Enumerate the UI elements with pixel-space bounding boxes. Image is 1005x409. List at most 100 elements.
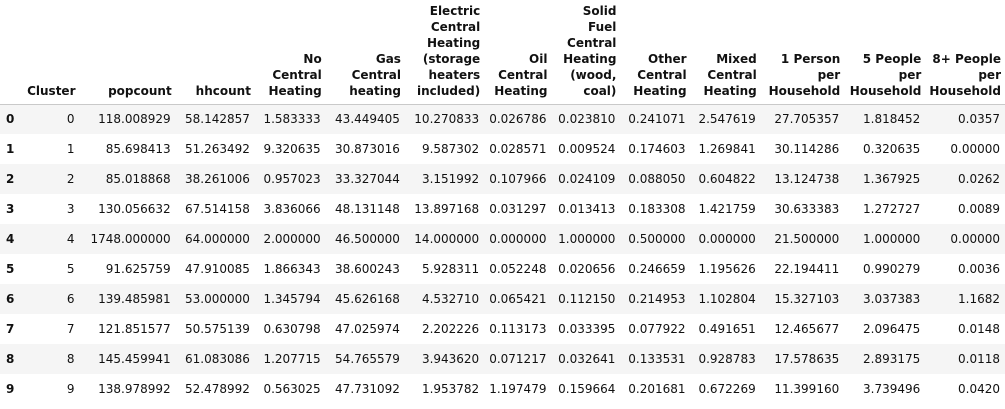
table-cell: 1.207715 bbox=[263, 352, 321, 366]
table-cell: 1.000000 bbox=[863, 232, 921, 246]
table-cell: 145.459941 bbox=[98, 352, 171, 366]
table-cell: 50.575139 bbox=[185, 322, 250, 336]
table-header: Cluster popcount hhcount No Central Heating… bbox=[0, 0, 1005, 104]
table-cell: 1.102804 bbox=[698, 292, 756, 306]
table-cell: 121.851577 bbox=[98, 322, 171, 336]
table-cell: 33.327044 bbox=[335, 172, 400, 186]
column-header: Solid Fuel Central Heating (wood, coal) bbox=[563, 3, 617, 98]
table-cell: 0.0357 bbox=[958, 112, 1000, 127]
table-cell: 139.485981 bbox=[98, 292, 171, 306]
table-cell: 0.065421 bbox=[489, 292, 547, 306]
table-cell: 38.261006 bbox=[185, 172, 250, 186]
table-cell: 1.818452 bbox=[863, 112, 921, 127]
table-cell: 2 bbox=[66, 172, 75, 186]
table-cell: 1.269841 bbox=[698, 142, 756, 156]
table-cell: 0.214953 bbox=[628, 292, 686, 306]
table-cell: 30.114286 bbox=[774, 142, 840, 156]
column-header: No Central Heating bbox=[268, 51, 322, 98]
row-index: 0 bbox=[6, 112, 15, 127]
row-index: 6 bbox=[6, 292, 15, 306]
column-header: 8+ People per Household bbox=[929, 51, 1001, 98]
table-cell: 1.197479 bbox=[489, 382, 547, 396]
table-cell: 0.0089 bbox=[958, 202, 1000, 216]
table-cell: 3.037383 bbox=[863, 292, 921, 306]
table-cell: 0.563025 bbox=[263, 382, 321, 396]
table-cell: 11.399160 bbox=[774, 382, 840, 396]
table-cell: 0.174603 bbox=[628, 142, 686, 156]
table-cell: 0.241071 bbox=[628, 112, 686, 127]
table-row: 2 2 85.018868 38.261006 0.957023 33.327044 3.1… bbox=[0, 164, 1005, 194]
table-cell: 1.000000 bbox=[558, 232, 616, 246]
table-cell: 67.514158 bbox=[185, 202, 250, 216]
table-cell: 1.421759 bbox=[698, 202, 756, 216]
table-cell: 27.705357 bbox=[774, 112, 840, 127]
table-row: 1 1 85.698413 51.263492 9.320635 30.873016 9.5… bbox=[0, 134, 1005, 164]
table-cell: 5.928311 bbox=[421, 262, 480, 276]
table-cell: 0.630798 bbox=[263, 322, 321, 336]
table-cell: 64.000000 bbox=[185, 232, 250, 246]
table-cell: 0.013413 bbox=[558, 202, 616, 216]
table-cell: 45.626168 bbox=[335, 292, 400, 306]
table-cell: 130.056632 bbox=[98, 202, 171, 216]
table-row: 3 3 130.056632 67.514158 3.836066 48.131148 13… bbox=[0, 194, 1005, 224]
table-cell: 0.028571 bbox=[489, 142, 547, 156]
table-cell: 0.113173 bbox=[489, 322, 547, 336]
table-cell: 3.739496 bbox=[863, 382, 921, 396]
column-header: Mixed Central Heating bbox=[703, 51, 757, 98]
table-cell: 9 bbox=[66, 382, 75, 396]
table-cell: 43.449405 bbox=[335, 112, 400, 127]
table-cell: 2.202226 bbox=[421, 322, 480, 336]
table-cell: 2.893175 bbox=[863, 352, 921, 366]
table-cell: 0.0420 bbox=[958, 382, 1000, 396]
table-cell: 85.698413 bbox=[105, 142, 171, 156]
table-cell: 0.0148 bbox=[958, 322, 1000, 336]
table-cell: 21.500000 bbox=[774, 232, 840, 246]
table-cell: 0.009524 bbox=[558, 142, 616, 156]
table-cell: 0.00000 bbox=[950, 232, 1000, 246]
table-cell: 8 bbox=[66, 352, 75, 366]
table-cell: 0.077922 bbox=[628, 322, 686, 336]
table-cell: 47.025974 bbox=[335, 322, 400, 336]
table-cell: 0.000000 bbox=[489, 232, 547, 246]
table-cell: 0.024109 bbox=[558, 172, 616, 186]
table-cell: 91.625759 bbox=[105, 262, 171, 276]
column-header: hhcount bbox=[195, 83, 251, 98]
table-cell: 9.587302 bbox=[421, 142, 480, 156]
table-cell: 0.183308 bbox=[628, 202, 686, 216]
row-index: 7 bbox=[6, 322, 15, 336]
table-cell: 13.124738 bbox=[774, 172, 840, 186]
table-row: 5 5 91.625759 47.910085 1.866343 38.600243 5.9… bbox=[0, 254, 1005, 284]
table-cell: 0.604822 bbox=[698, 172, 756, 186]
table-cell: 1.953782 bbox=[421, 382, 480, 396]
table-cell: 0.052248 bbox=[489, 262, 547, 276]
column-header: Oil Central Heating bbox=[494, 51, 548, 98]
table-cell: 51.263492 bbox=[185, 142, 250, 156]
table-cell: 0.032641 bbox=[558, 352, 616, 366]
table-cell: 0.088050 bbox=[628, 172, 686, 186]
row-index: 8 bbox=[6, 352, 15, 366]
table-cell: 52.478992 bbox=[185, 382, 250, 396]
header-row: Cluster popcount hhcount No Central Heating… bbox=[0, 0, 1005, 104]
table-cell: 46.500000 bbox=[335, 232, 400, 246]
table-cell: 0.000000 bbox=[698, 232, 756, 246]
table-cell: 1.272727 bbox=[863, 202, 921, 216]
table-cell: 0.672269 bbox=[698, 382, 756, 396]
table-cell: 1.345794 bbox=[263, 292, 321, 306]
table-cell: 2.000000 bbox=[263, 232, 321, 246]
table-cell: 0.246659 bbox=[628, 262, 686, 276]
table-cell: 7 bbox=[66, 322, 75, 336]
column-header: 5 People per Household bbox=[849, 51, 922, 98]
table-row: 6 6 139.485981 53.000000 1.345794 45.626168 4.… bbox=[0, 284, 1005, 314]
table-cell: 0.957023 bbox=[263, 172, 321, 186]
table-cell: 10.270833 bbox=[414, 112, 480, 127]
table-cell: 54.765579 bbox=[335, 352, 400, 366]
table-row: 4 4 1748.000000 64.000000 2.000000 46.500000 1… bbox=[0, 224, 1005, 254]
table-row: 7 7 121.851577 50.575139 0.630798 47.025974 2.… bbox=[0, 314, 1005, 344]
table-cell: 0.201681 bbox=[628, 382, 686, 396]
table-cell: 0.133531 bbox=[628, 352, 686, 366]
table-cell: 138.978992 bbox=[98, 382, 171, 396]
table-row: 9 9 138.978992 52.478992 0.563025 47.731092 1.… bbox=[0, 374, 1005, 404]
table-cell: 13.897168 bbox=[414, 202, 480, 216]
column-header: Other Central Heating bbox=[633, 51, 687, 98]
table-cell: 0 bbox=[66, 112, 75, 127]
